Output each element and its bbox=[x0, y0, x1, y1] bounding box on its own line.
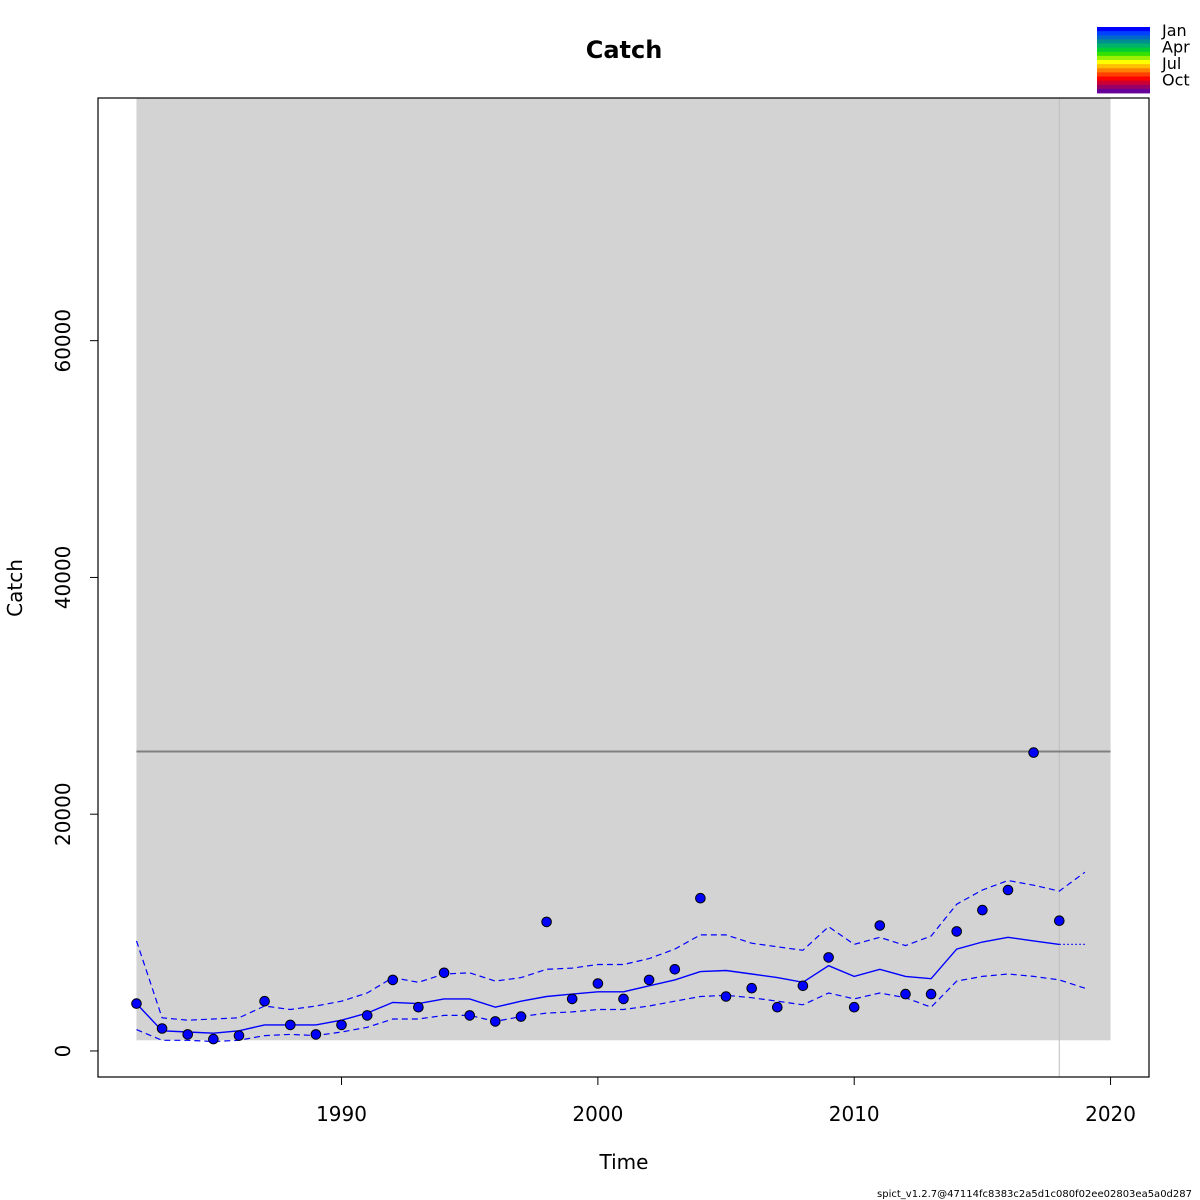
y-tick-label: 20000 bbox=[51, 782, 75, 846]
observed-catch-point bbox=[695, 892, 706, 904]
observed-catch-point bbox=[438, 967, 450, 979]
x-tick-label: 2020 bbox=[1085, 1102, 1136, 1126]
legend-color-swatch bbox=[1097, 47, 1150, 53]
legend-label: Jul bbox=[1161, 54, 1181, 73]
legend-label: Apr bbox=[1162, 38, 1190, 57]
observed-catch-point bbox=[951, 926, 963, 937]
y-tick-label: 60000 bbox=[51, 309, 75, 373]
y-tick-label: 40000 bbox=[51, 546, 75, 610]
legend-color-swatch bbox=[1097, 68, 1150, 73]
legend-label: Oct bbox=[1162, 71, 1190, 90]
observed-catch-point bbox=[823, 952, 834, 963]
ci-lower-line bbox=[136, 973, 1086, 1043]
observed-catch-point bbox=[874, 920, 886, 931]
legend-color-swatch bbox=[1097, 43, 1150, 49]
legend-color-swatch bbox=[1097, 35, 1150, 40]
observed-catch-point bbox=[618, 993, 629, 1005]
x-axis: 1990 2000 2010 2020 bbox=[316, 1076, 1136, 1126]
observed-catch-point bbox=[848, 1001, 860, 1013]
x-axis-label: Time bbox=[599, 1150, 649, 1174]
chart-title: Catch bbox=[586, 36, 663, 64]
observed-catch-point bbox=[746, 982, 758, 994]
observed-catch-point bbox=[233, 1030, 245, 1041]
observed-catch-point bbox=[413, 1001, 424, 1013]
legend-color-swatch bbox=[1097, 60, 1150, 65]
legend-color-swatch bbox=[1097, 27, 1150, 32]
observed-catch-point bbox=[566, 993, 578, 1005]
x-tick-label: 2010 bbox=[829, 1102, 880, 1126]
observed-catch-point bbox=[977, 904, 988, 916]
observed-catch-point bbox=[387, 974, 399, 986]
legend-color-swatch bbox=[1097, 31, 1150, 36]
observed-catch-point bbox=[592, 978, 604, 989]
legend-color-swatch bbox=[1097, 72, 1150, 77]
observed-catch-point bbox=[285, 1019, 296, 1031]
observed-catch-point bbox=[208, 1033, 219, 1045]
y-axis: 0 20000 40000 60000 bbox=[51, 309, 99, 1058]
observed-catch-point bbox=[925, 988, 937, 1000]
observed-catch-point bbox=[643, 974, 655, 986]
y-axis-label: Catch bbox=[3, 559, 27, 617]
observed-catch-point bbox=[259, 995, 270, 1007]
observed-catch-point bbox=[336, 1019, 347, 1031]
observed-catch-point bbox=[515, 1011, 527, 1022]
observed-catch-point bbox=[797, 980, 809, 992]
shaded-region bbox=[136, 98, 1111, 1041]
observed-catch-point bbox=[310, 1029, 322, 1040]
observed-catch-point bbox=[464, 1010, 476, 1021]
observed-catch-point bbox=[131, 998, 142, 1009]
legend-color-swatch bbox=[1097, 55, 1150, 61]
observed-catch-point bbox=[541, 916, 552, 928]
observed-catch-point bbox=[490, 1016, 501, 1027]
observed-catch-point bbox=[669, 964, 681, 975]
observed-catch-point bbox=[182, 1029, 193, 1040]
x-tick-label: 1990 bbox=[316, 1102, 367, 1126]
ci-upper-line bbox=[135, 871, 1086, 1021]
legend-color-swatch bbox=[1097, 51, 1150, 57]
legend-color-swatch bbox=[1097, 84, 1150, 90]
observed-catch-point bbox=[772, 1001, 783, 1013]
observed-catch-point bbox=[361, 1010, 373, 1021]
legend-color-swatch bbox=[1097, 39, 1150, 44]
legend-color-swatch bbox=[1097, 80, 1150, 86]
x-tick-label: 2000 bbox=[572, 1102, 623, 1126]
observed-catch-point bbox=[1028, 747, 1039, 758]
observed-catch-point bbox=[156, 1023, 168, 1034]
observed-catch-point bbox=[720, 991, 732, 1002]
legend-color-swatch bbox=[1097, 76, 1150, 82]
observed-catch-point bbox=[900, 988, 911, 1000]
observed-catch-point bbox=[1054, 915, 1065, 927]
legend-color-swatch bbox=[1097, 88, 1150, 94]
plot-area bbox=[131, 98, 1111, 1077]
legend-color-swatch bbox=[1097, 64, 1150, 69]
legend-label: Jan bbox=[1161, 21, 1187, 40]
y-tick-label: 0 bbox=[51, 1045, 75, 1058]
footer-version: spict_v1.2.7@47114fc8383c2a5d1c080f02ee0… bbox=[877, 1189, 1192, 1200]
observed-catch-point bbox=[1002, 884, 1014, 896]
